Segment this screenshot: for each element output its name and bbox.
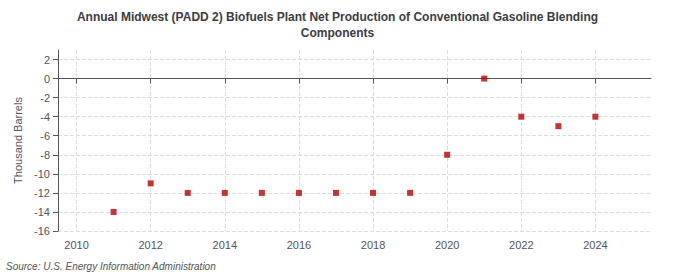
svg-text:-4: -4 xyxy=(40,111,50,123)
svg-text:-8: -8 xyxy=(40,149,50,161)
svg-text:-14: -14 xyxy=(34,206,50,218)
svg-text:2018: 2018 xyxy=(361,239,385,251)
svg-text:2022: 2022 xyxy=(509,239,533,251)
svg-text:2010: 2010 xyxy=(64,239,88,251)
svg-text:-2: -2 xyxy=(40,92,50,104)
svg-text:-10: -10 xyxy=(34,168,50,180)
svg-text:-12: -12 xyxy=(34,187,50,199)
svg-text:-6: -6 xyxy=(40,130,50,142)
svg-text:Annual Midwest (PADD 2) Biofue: Annual Midwest (PADD 2) Biofuels Plant N… xyxy=(77,10,598,24)
svg-text:Source: U.S. Energy Informatio: Source: U.S. Energy Information Administ… xyxy=(6,261,216,272)
svg-text:2020: 2020 xyxy=(435,239,459,251)
svg-text:Components: Components xyxy=(301,26,375,40)
svg-text:-16: -16 xyxy=(34,225,50,237)
svg-text:0: 0 xyxy=(44,73,50,85)
svg-text:2014: 2014 xyxy=(213,239,237,251)
svg-text:2012: 2012 xyxy=(138,239,162,251)
svg-text:2: 2 xyxy=(44,54,50,66)
svg-text:2024: 2024 xyxy=(583,239,607,251)
svg-text:Thousand Barrels: Thousand Barrels xyxy=(12,97,24,184)
svg-text:2016: 2016 xyxy=(287,239,311,251)
